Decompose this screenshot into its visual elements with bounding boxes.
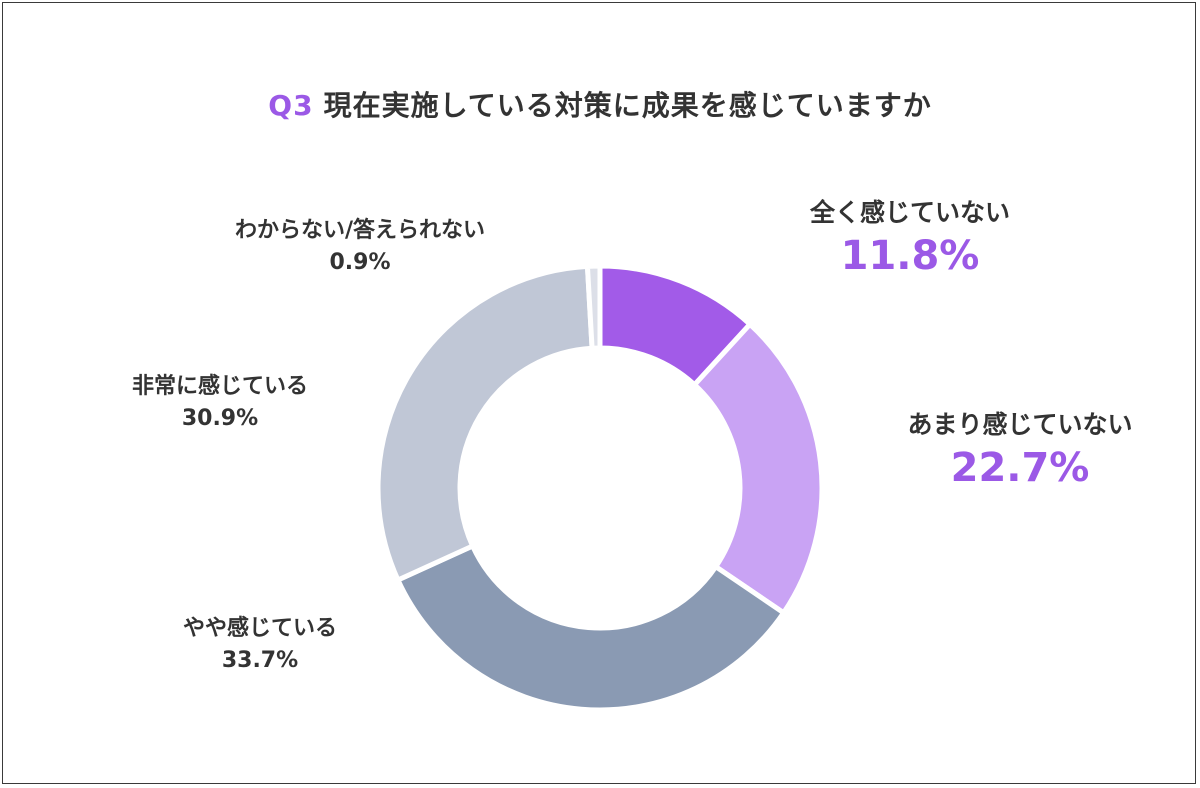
slice-value: 0.9%: [329, 250, 391, 275]
slice-label-unknown: わからない/答えられない 0.9%: [200, 216, 520, 280]
slice-label-very: 非常に感じている 30.9%: [100, 372, 340, 436]
slice-unknown: [584, 263, 603, 351]
chart-title: Q3 現在実施している対策に成果を感じていますか: [0, 84, 1200, 124]
slice-value: 11.8%: [840, 233, 980, 279]
slice-very: [375, 263, 595, 584]
slice-value: 30.9%: [181, 406, 259, 431]
slice-label-somewhat: やや感じている 33.7%: [140, 614, 380, 678]
slice-name: あまり感じていない: [907, 410, 1133, 439]
slice-somewhat: [394, 542, 788, 713]
slice-label-not-much: あまり感じていない 22.7%: [880, 410, 1160, 496]
question-text: 現在実施している対策に成果を感じていますか: [323, 89, 932, 122]
slice-name: わからない/答えられない: [234, 218, 486, 243]
slice-label-not-at-all: 全く感じていない 11.8%: [780, 198, 1040, 284]
slice-name: 全く感じていない: [809, 198, 1010, 227]
slice-name: 非常に感じている: [131, 374, 308, 399]
question-number: Q3: [268, 89, 314, 122]
slice-value: 33.7%: [221, 648, 299, 673]
slice-name: やや感じている: [182, 616, 337, 641]
slice-value: 22.7%: [950, 445, 1090, 491]
slice-not-much: [691, 320, 825, 617]
